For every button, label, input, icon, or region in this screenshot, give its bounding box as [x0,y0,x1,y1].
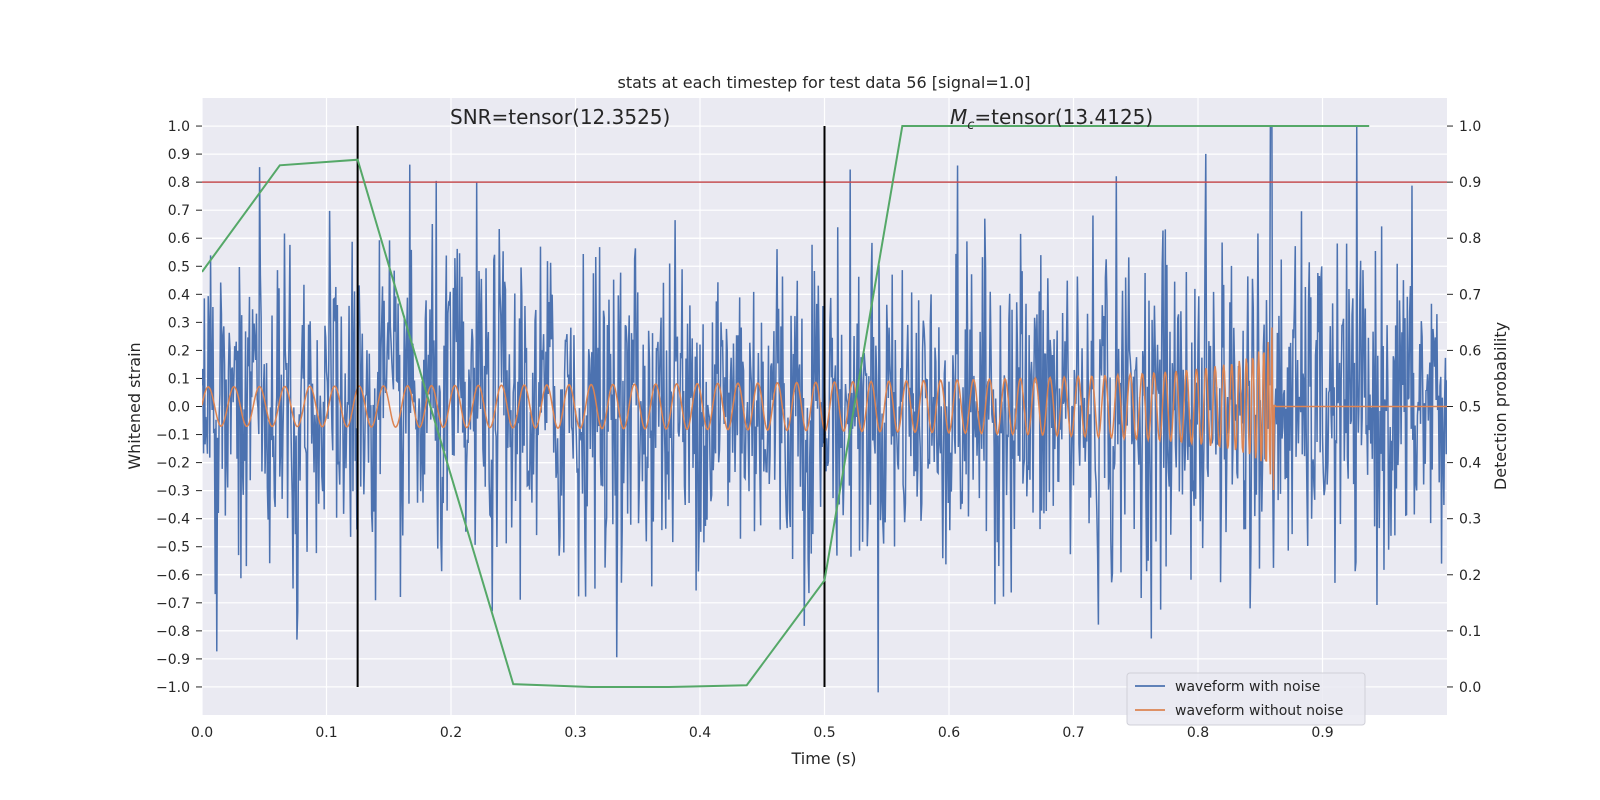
legend-label-clean: waveform without noise [1175,703,1343,719]
y-tick-label: 1.0 [168,119,190,135]
x-tick-label: 0.6 [938,725,960,741]
y-tick-label: 0.8 [168,175,190,191]
series-detection-probability [202,125,1370,688]
y-tick-label: −0.4 [156,512,190,528]
mc-subscript: c [967,118,974,133]
mc-symbol: M [950,105,967,129]
y2-tick-label: 1.0 [1459,119,1481,135]
x-tick-label: 0.2 [440,725,462,741]
y-tick-label: −0.2 [156,456,190,472]
y-tick-label: 0.5 [168,259,190,275]
y2-tick-label: 0.5 [1459,400,1481,416]
legend: waveform with noise waveform without noi… [1126,672,1366,726]
y-tick-label: −0.7 [156,596,190,612]
y-tick-label: 0.0 [168,400,190,416]
y2-tick-label: 0.9 [1459,175,1481,191]
y-tick-label: 0.3 [168,315,190,331]
y2-tick-label: 0.1 [1459,624,1481,640]
x-axis-ticks: 0.0 0.1 0.2 0.3 0.4 0.5 0.6 0.7 0.8 0.9 [191,725,1334,741]
y2-tick-label: 0.4 [1459,456,1481,472]
chart-title: stats at each timestep for test data 56 … [618,73,1031,92]
y2-tick-label: 0.8 [1459,231,1481,247]
x-tick-label: 0.9 [1311,725,1333,741]
y2-tick-label: 0.2 [1459,568,1481,584]
y-tick-label: −1.0 [156,680,190,696]
y-tick-label: −0.1 [156,428,190,444]
x-tick-label: 0.3 [564,725,586,741]
y-tick-label: 0.4 [168,287,190,303]
y2-tick-label: 0.6 [1459,343,1481,359]
y-tick-label: −0.3 [156,484,190,500]
y2-axis-ticks: 1.0 0.9 0.8 0.7 0.6 0.5 0.4 0.3 0.2 0.1 0.0 [1447,119,1481,696]
legend-box [1126,672,1366,726]
y-tick-label: −0.8 [156,624,190,640]
mc-annotation: Mc=tensor(13.4125) [950,105,1153,133]
x-axis-label: Time (s) [790,749,856,768]
plot-area [202,125,1447,693]
x-tick-label: 0.0 [191,725,213,741]
y-tick-label: −0.9 [156,652,190,668]
y-axis-ticks: 1.0 0.9 0.8 0.7 0.6 0.5 0.4 0.3 0.2 0.1 0.0 −0.1 −0.… [156,119,202,696]
y-tick-label: −0.5 [156,540,190,556]
y2-tick-label: 0.3 [1459,512,1481,528]
y2-tick-label: 0.0 [1459,680,1481,696]
y-tick-label: −0.6 [156,568,190,584]
y-tick-label: 0.2 [168,343,190,359]
legend-label-noisy: waveform with noise [1175,679,1320,695]
mc-value: =tensor(13.4125) [974,105,1153,129]
y2-tick-label: 0.7 [1459,287,1481,303]
x-tick-label: 0.4 [689,725,711,741]
x-tick-label: 0.7 [1062,725,1084,741]
y-tick-label: 0.7 [168,203,190,219]
y-tick-label: 0.1 [168,371,190,387]
x-tick-label: 0.5 [813,725,835,741]
x-tick-label: 0.8 [1187,725,1209,741]
y-tick-label: 0.6 [168,231,190,247]
snr-annotation: SNR=tensor(12.3525) [450,105,670,129]
y2-axis-label: Detection probability [1491,322,1510,490]
y-tick-label: 0.9 [168,147,190,163]
x-tick-label: 0.1 [315,725,337,741]
y-axis-label: Whitened strain [125,342,144,469]
